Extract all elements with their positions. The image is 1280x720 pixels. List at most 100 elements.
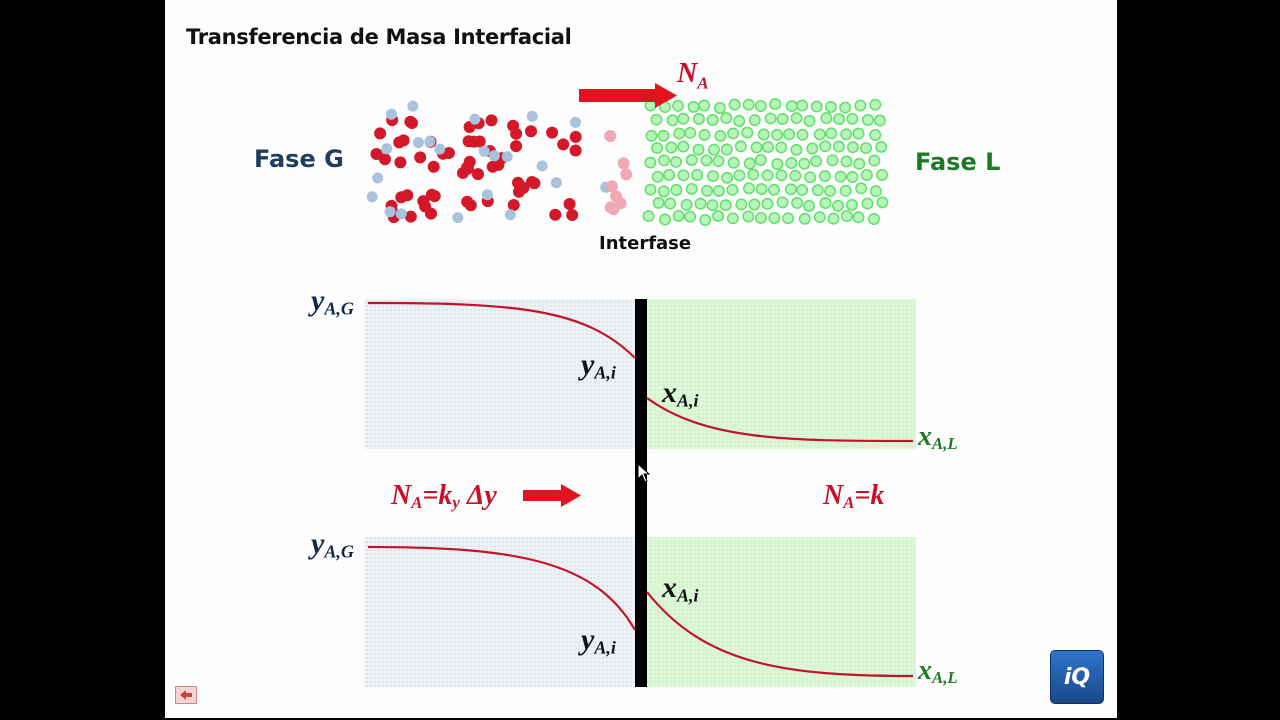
left-arrow-icon xyxy=(180,690,192,700)
liquid-molecule xyxy=(694,197,707,210)
gas-region-bottom xyxy=(364,537,639,687)
liquid-molecule xyxy=(712,155,725,168)
carrier-molecule xyxy=(504,209,516,221)
carrier-molecule xyxy=(366,191,378,203)
liquid-molecule xyxy=(685,182,698,195)
carrier-molecule xyxy=(488,150,500,162)
liquid-molecule xyxy=(677,140,690,153)
liquid-molecule xyxy=(741,126,754,139)
liquid-molecule xyxy=(677,112,690,125)
liquid-molecule xyxy=(698,99,711,112)
liquid-molecule xyxy=(673,127,686,140)
gas-molecule xyxy=(370,148,383,160)
liquid-molecule xyxy=(846,141,859,154)
transfer-molecule xyxy=(617,157,630,170)
liquid-molecule xyxy=(790,143,803,156)
liquid-molecule xyxy=(733,115,746,127)
liquid-molecule xyxy=(742,210,755,223)
gas-molecule xyxy=(395,191,408,204)
liquid-molecule xyxy=(804,171,817,184)
liquid-molecule xyxy=(861,197,874,210)
liquid-molecule xyxy=(750,141,763,154)
liquid-molecule xyxy=(826,154,839,167)
liquid-molecule xyxy=(833,113,846,126)
liquid-molecule xyxy=(768,183,780,196)
interface-label: Interfase xyxy=(599,233,692,254)
liquid-molecule xyxy=(832,140,845,153)
back-button[interactable] xyxy=(175,686,197,704)
liquid-molecule xyxy=(748,198,761,211)
liquid-molecule xyxy=(743,157,756,170)
liquid-molecule xyxy=(869,98,882,111)
carrier-molecule xyxy=(412,137,424,148)
gas-molecule xyxy=(517,181,530,194)
gas-molecule xyxy=(510,140,523,153)
liquid-region-bottom xyxy=(639,537,916,687)
liquid-molecule xyxy=(839,101,852,114)
liquid-molecule xyxy=(651,170,664,183)
liquid-molecule xyxy=(819,197,832,209)
liquid-molecule xyxy=(672,210,685,222)
liquid-molecule xyxy=(825,127,838,140)
transfer-molecule xyxy=(620,168,633,181)
x-interface-top: xA,i xyxy=(662,376,699,411)
y-interface-bottom: yA,i xyxy=(581,623,616,658)
gas-molecule xyxy=(557,138,570,151)
liquid-molecule xyxy=(873,114,886,127)
liquid-molecule xyxy=(868,154,881,167)
liquid-region-top xyxy=(639,299,916,449)
liquid-molecule xyxy=(824,185,837,198)
gas-molecule xyxy=(569,130,582,143)
liquid-molecule xyxy=(658,154,670,167)
gas-molecule xyxy=(525,125,537,138)
liquid-molecule xyxy=(761,197,774,210)
liquid-molecule xyxy=(813,211,826,224)
liquid-molecule xyxy=(776,112,789,125)
liquid-molecule xyxy=(657,185,670,198)
liquid-molecule xyxy=(771,128,784,141)
liquid-molecule xyxy=(684,126,697,139)
iq-logo: iQ xyxy=(1050,650,1104,704)
liquid-molecule xyxy=(846,171,859,183)
liquid-molecule xyxy=(727,127,740,140)
liquid-molecule xyxy=(721,171,734,184)
liquid-molecule xyxy=(700,154,713,167)
carrier-molecule xyxy=(469,113,481,125)
liquid-molecule xyxy=(706,114,719,126)
gas-molecule xyxy=(397,134,410,147)
liquid-molecule xyxy=(852,211,865,224)
phase-l-label: Fase L xyxy=(915,148,1001,176)
liquid-molecule xyxy=(644,183,657,196)
x-interface-bottom: xA,i xyxy=(662,571,699,606)
liquid-molecule xyxy=(685,154,698,166)
gas-molecule xyxy=(417,195,430,208)
carrier-molecule xyxy=(570,116,581,128)
liquid-molecule xyxy=(748,114,761,127)
liquid-molecule xyxy=(840,210,853,223)
gas-molecule xyxy=(510,127,523,140)
liquid-molecule xyxy=(810,100,823,113)
liquid-molecule xyxy=(701,184,714,197)
gas-molecule xyxy=(464,199,477,212)
liquid-molecule xyxy=(783,128,796,141)
y-bulk-top: yA,G xyxy=(311,284,354,319)
liquid-molecule xyxy=(861,114,874,126)
liquid-molecule xyxy=(818,170,831,183)
liquid-molecule xyxy=(796,184,809,196)
gas-molecule xyxy=(463,155,476,168)
liquid-molecule xyxy=(680,198,693,211)
gas-molecule xyxy=(427,160,440,173)
carrier-molecule xyxy=(481,189,493,201)
liquid-molecule xyxy=(784,183,797,196)
x-bulk-top: xA,L xyxy=(918,421,958,454)
gas-region-top xyxy=(364,299,639,449)
molecule-diagram xyxy=(366,98,889,226)
liquid-profile-top xyxy=(646,397,914,443)
liquid-molecule xyxy=(645,129,658,142)
gas-molecule xyxy=(569,144,582,157)
slide: Transferencia de Masa Interfacial NA Fas… xyxy=(165,0,1117,718)
liquid-molecule xyxy=(776,196,789,209)
carrier-molecule xyxy=(424,136,436,147)
carrier-molecule xyxy=(395,208,407,220)
gas-molecule xyxy=(404,115,417,128)
